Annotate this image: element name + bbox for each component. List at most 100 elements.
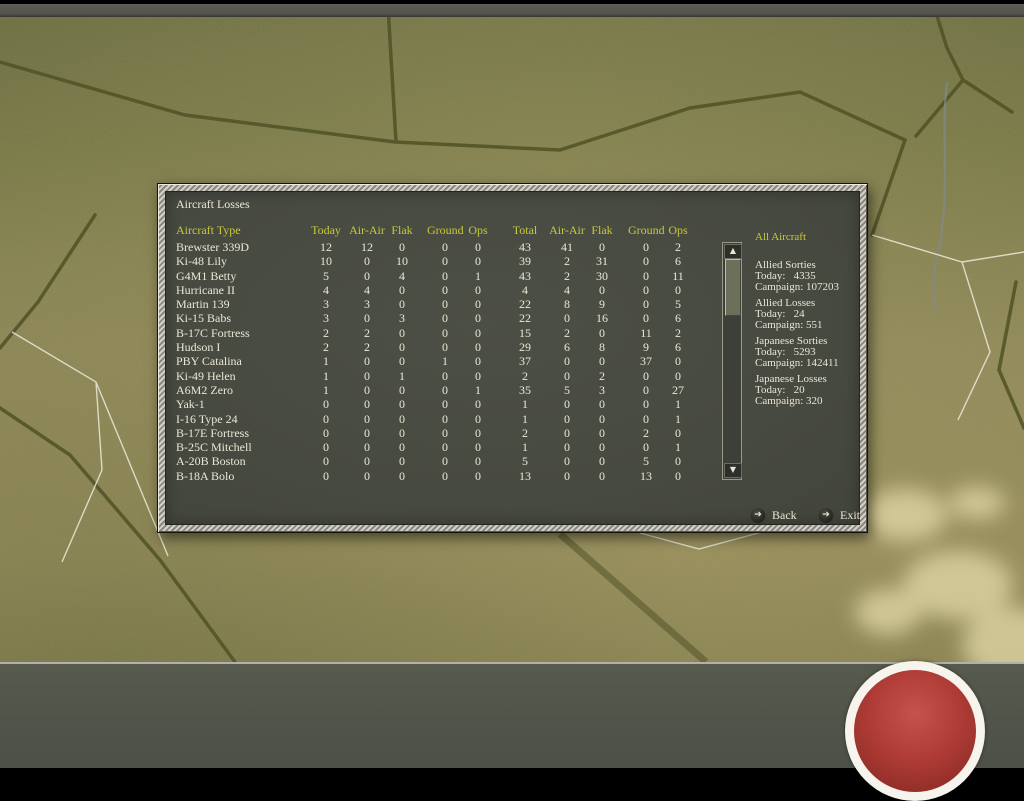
loss-value: 0 [475, 282, 481, 297]
loss-value: 0 [475, 397, 481, 412]
loss-value: 0 [364, 268, 370, 283]
loss-value: 1 [323, 368, 329, 383]
column-header: Ground [628, 223, 665, 237]
back-button[interactable]: ➔ Back [751, 507, 797, 523]
loss-value: 4 [399, 268, 405, 283]
table-header-row: Aircraft Type Today Air-Air Flak Ground Ops To… [176, 223, 701, 237]
loss-value: 0 [399, 282, 405, 297]
loss-value: 1 [323, 382, 329, 397]
loss-value: 1 [399, 368, 405, 383]
map-road-shadow [557, 531, 709, 665]
loss-value: 0 [323, 468, 329, 483]
column-header: Ops [468, 223, 488, 237]
loss-value: 0 [442, 454, 448, 469]
loss-value: 16 [596, 311, 608, 326]
loss-value: 0 [564, 311, 570, 326]
loss-value: 0 [399, 468, 405, 483]
stat-title: Japanese Losses [755, 373, 827, 385]
loss-value: 0 [442, 340, 448, 355]
loss-value: 0 [599, 468, 605, 483]
loss-value: 10 [320, 254, 332, 269]
loss-value: 31 [596, 254, 608, 269]
dialog-button-bar: ➔ Back ➔ Exit [166, 507, 861, 525]
column-header: Ops [668, 223, 688, 237]
stat-block-allied-losses: Allied Losses Today: 24 Campaign: 551 [755, 298, 873, 331]
aircraft-name: B-17C Fortress [176, 325, 250, 340]
aircraft-name: A-20B Boston [176, 454, 246, 469]
loss-value: 0 [442, 468, 448, 483]
loss-value: 0 [399, 454, 405, 469]
stat-block-japanese-sorties: Japanese Sorties Today: 5293 Campaign: 1… [755, 336, 873, 369]
loss-value: 8 [599, 340, 605, 355]
exit-button[interactable]: ➔ Exit [819, 507, 860, 523]
loss-value: 0 [364, 354, 370, 369]
loss-value: 1 [442, 354, 448, 369]
loss-value: 0 [364, 440, 370, 455]
column-header: Total [512, 223, 538, 237]
loss-value: 0 [364, 382, 370, 397]
table-row: Brewster 339D 12 12 0 0 0 43 41 0 0 2 [176, 240, 701, 254]
column-header: Flak [391, 223, 413, 237]
loss-value: 0 [564, 454, 570, 469]
loss-value: 9 [599, 297, 605, 312]
scroll-down-button[interactable]: ▼ [724, 463, 742, 478]
loss-value: 3 [323, 311, 329, 326]
loss-value: 2 [643, 425, 649, 440]
loss-value: 6 [675, 254, 681, 269]
loss-value: 0 [564, 368, 570, 383]
table-scrollbar[interactable]: ▲ ▼ [722, 242, 742, 480]
table-row: Hudson I 2 2 0 0 0 29 6 8 9 6 [176, 340, 701, 354]
loss-value: 2 [323, 325, 329, 340]
loss-value: 0 [599, 425, 605, 440]
loss-value: 2 [675, 240, 681, 254]
red-emblem-logo [845, 661, 985, 801]
loss-value: 0 [643, 311, 649, 326]
loss-value: 37 [519, 354, 531, 369]
table-row: G4M1 Betty 5 0 4 0 1 43 2 30 0 11 [176, 269, 701, 283]
stat-today: Today: 20 [755, 384, 805, 396]
dialog-title: Aircraft Losses [176, 197, 250, 211]
loss-value: 0 [323, 425, 329, 440]
loss-value: 0 [323, 440, 329, 455]
loss-value: 0 [399, 240, 405, 254]
loss-value: 2 [564, 254, 570, 269]
aircraft-name: Ki-15 Babs [176, 311, 231, 326]
loss-value: 41 [561, 240, 573, 254]
loss-value: 0 [643, 368, 649, 383]
loss-value: 0 [364, 468, 370, 483]
loss-value: 4 [564, 282, 570, 297]
scrollbar-thumb[interactable] [725, 259, 741, 316]
loss-value: 0 [364, 454, 370, 469]
stat-campaign: Campaign: 320 [755, 395, 823, 407]
loss-value: 0 [442, 240, 448, 254]
aircraft-name: B-17E Fortress [176, 425, 249, 440]
loss-value: 0 [475, 368, 481, 383]
table-row: PBY Catalina 1 0 0 1 0 37 0 0 37 0 [176, 354, 701, 368]
stat-campaign: Campaign: 142411 [755, 357, 839, 369]
aircraft-name: Ki-49 Helen [176, 368, 236, 383]
table-row: A-20B Boston 0 0 0 0 0 5 0 0 5 0 [176, 454, 701, 468]
loss-value: 15 [519, 325, 531, 340]
table-row: Ki-49 Helen 1 0 1 0 0 2 0 2 0 0 [176, 369, 701, 383]
scroll-up-button[interactable]: ▲ [724, 244, 742, 259]
loss-value: 22 [519, 297, 531, 312]
loss-value: 0 [399, 425, 405, 440]
loss-value: 0 [364, 411, 370, 426]
loss-value: 0 [442, 440, 448, 455]
loss-value: 0 [475, 354, 481, 369]
loss-value: 0 [399, 354, 405, 369]
table-row: B-18A Bolo 0 0 0 0 0 13 0 0 13 0 [176, 469, 701, 483]
loss-value: 43 [519, 268, 531, 283]
loss-value: 0 [323, 397, 329, 412]
map-border-lines [0, 0, 1024, 664]
loss-value: 0 [564, 397, 570, 412]
loss-value: 0 [599, 440, 605, 455]
column-header: Flak [591, 223, 613, 237]
loss-value: 9 [643, 340, 649, 355]
loss-value: 0 [364, 254, 370, 269]
loss-value: 5 [564, 382, 570, 397]
aircraft-name: G4M1 Betty [176, 268, 237, 283]
stat-title: Allied Sorties [755, 259, 816, 271]
loss-value: 5 [675, 297, 681, 312]
loss-value: 0 [564, 468, 570, 483]
